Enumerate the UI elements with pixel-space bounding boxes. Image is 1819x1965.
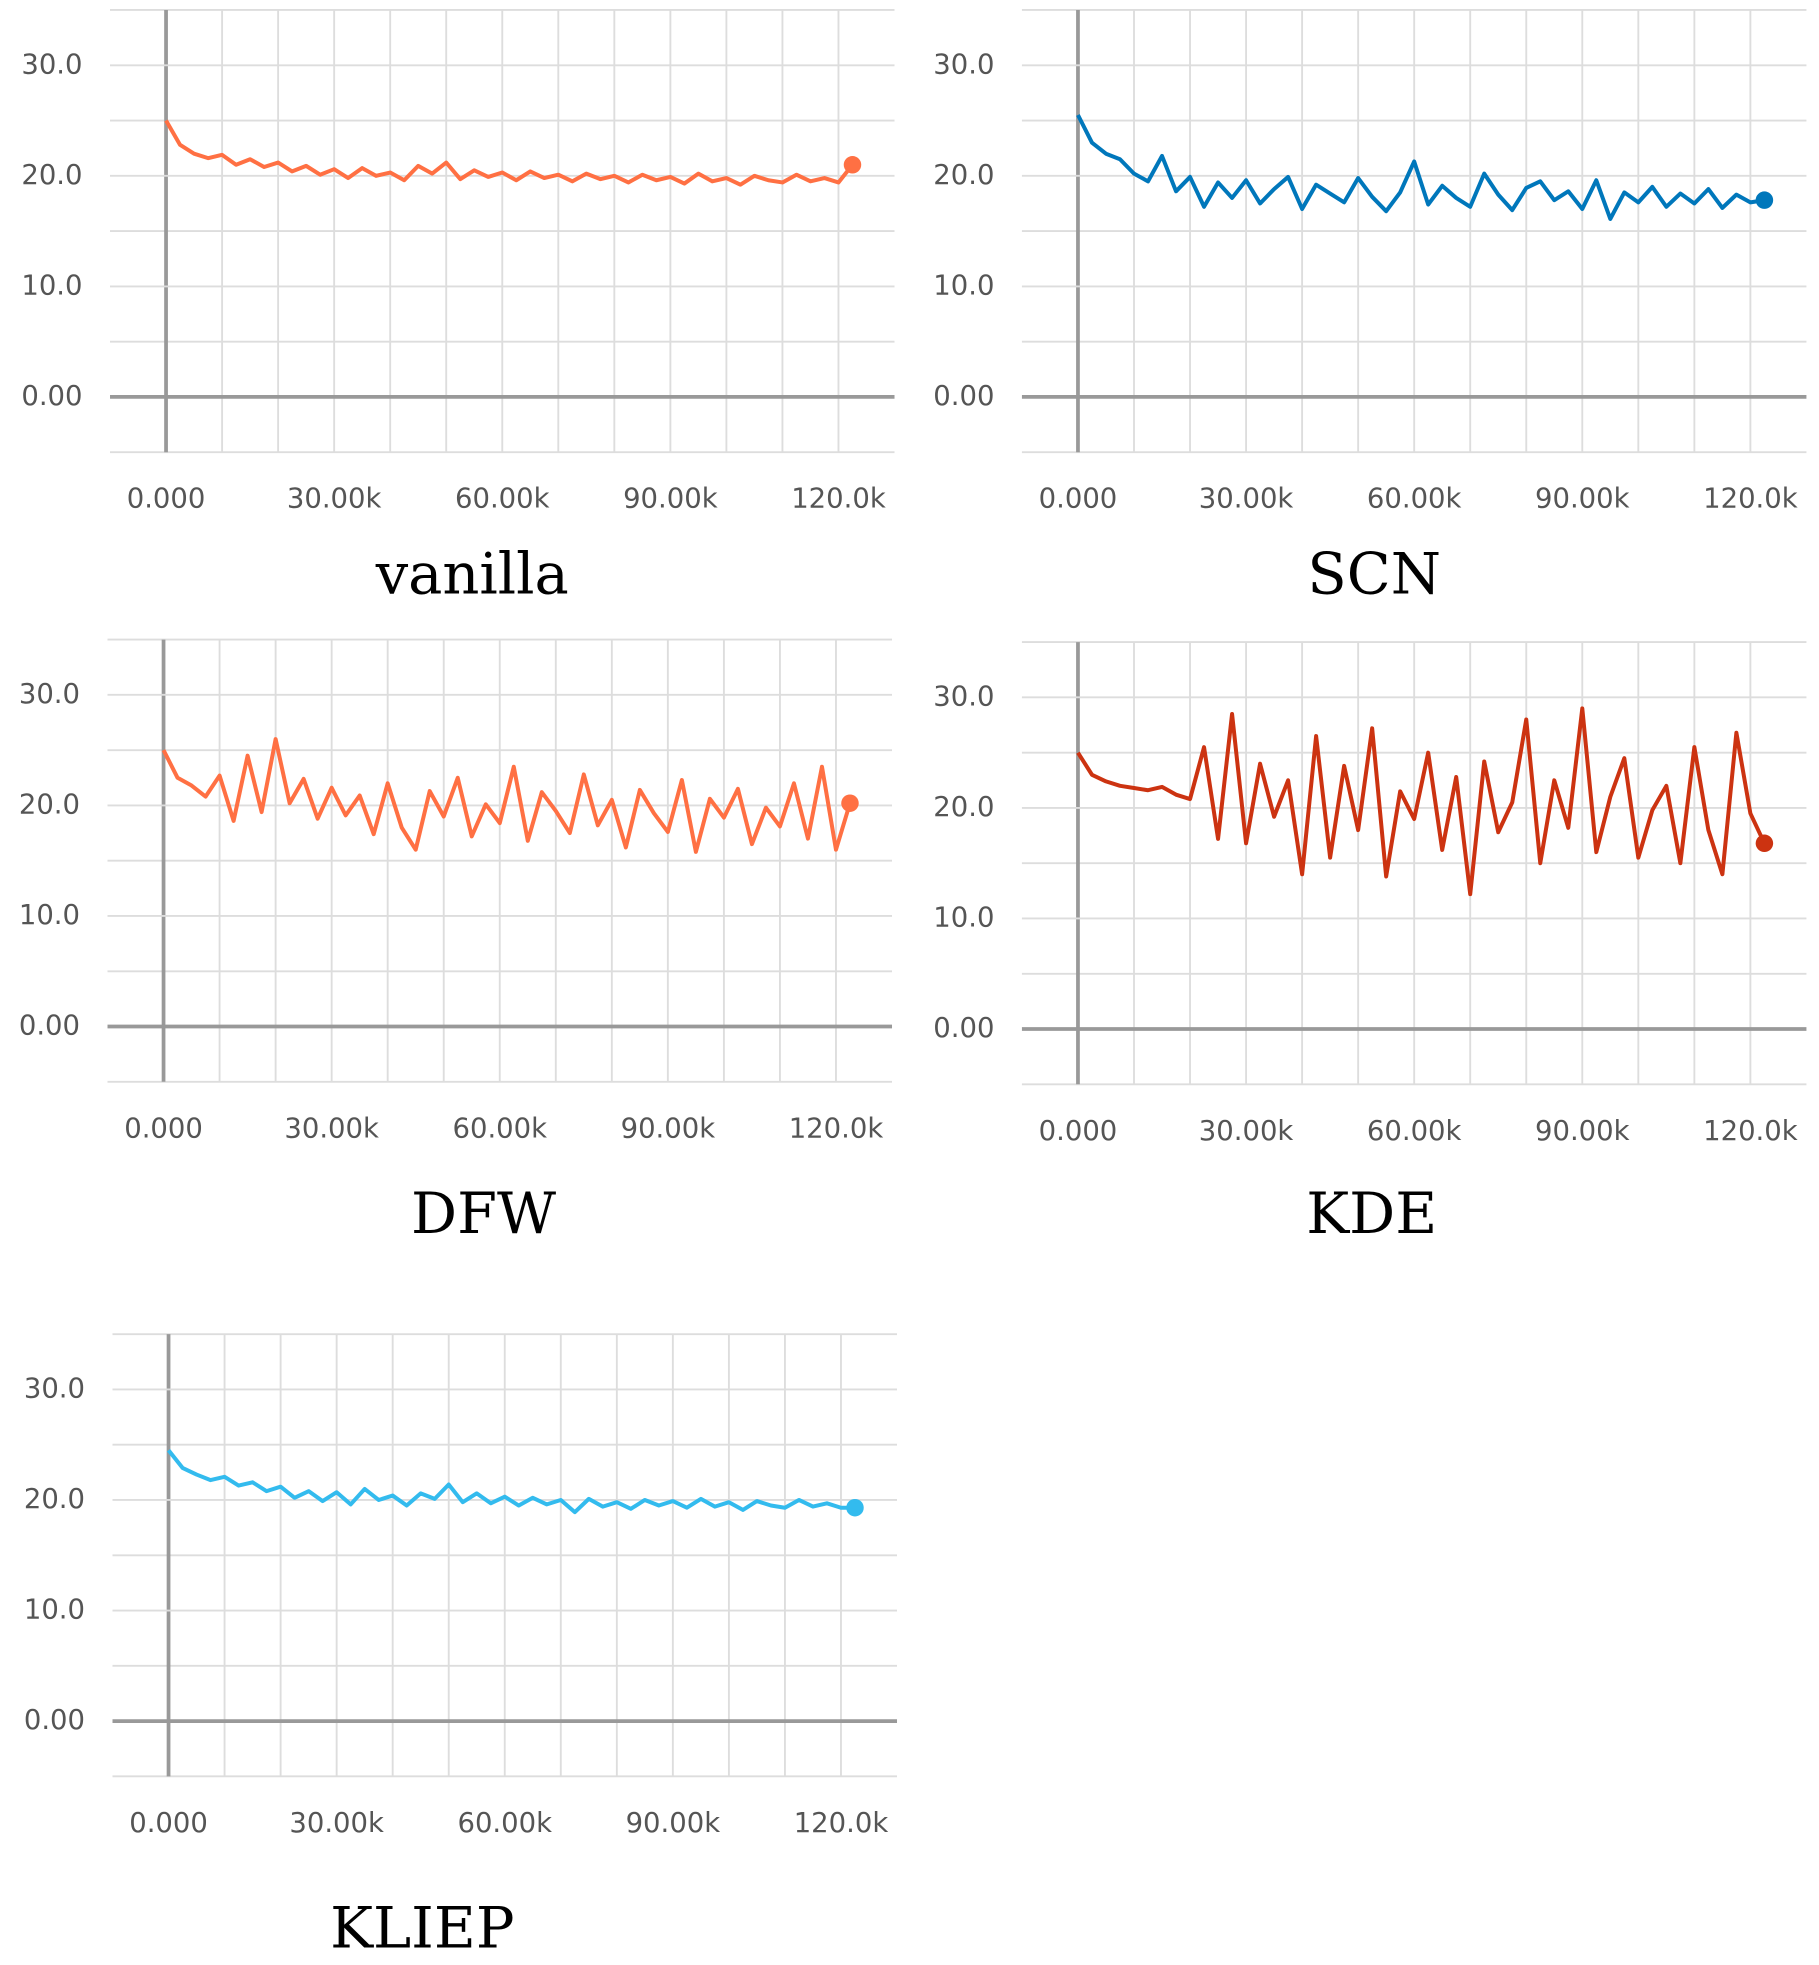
- caption: vanilla: [375, 540, 569, 607]
- x-tick-label: 90.00k: [626, 1807, 721, 1839]
- x-tick-label: 30.00k: [284, 1112, 379, 1144]
- x-tick-label: 60.00k: [1367, 483, 1462, 515]
- x-tick-label: 60.00k: [1367, 1115, 1462, 1147]
- x-tick-label: 120.0k: [1703, 483, 1798, 515]
- chart-panel: 0.000 30.00k 60.00k 90.00k 120.0k 0.00 10.0 20.…: [24, 1333, 898, 1962]
- y-tick-label: 10.0: [24, 1594, 85, 1626]
- line: [1076, 114, 1765, 221]
- chart-panel: 0.000 30.00k 60.00k 90.00k 120.0k 0.00 10.0 20.…: [19, 638, 893, 1247]
- y-tick-label: 0.00: [933, 1012, 994, 1044]
- x-tick-label: 90.00k: [621, 1112, 716, 1144]
- chart-panel: 0.000 30.00k 60.00k 90.00k 120.0k 0.00 10.0 20.…: [21, 9, 895, 607]
- y-tick-label: 10.0: [933, 269, 994, 301]
- caption: KDE: [1306, 1180, 1437, 1247]
- end-marker: [841, 794, 859, 812]
- x-tick-label: 120.0k: [791, 483, 886, 515]
- x-tick-label: 120.0k: [794, 1807, 889, 1839]
- x-tick-label: 60.00k: [457, 1807, 552, 1839]
- x-tick-label: 0.000: [124, 1112, 203, 1144]
- line: [1076, 706, 1767, 897]
- y-tick-label: 0.00: [21, 380, 82, 412]
- caption: KLIEP: [330, 1895, 514, 1962]
- y-tick-label: 20.0: [21, 159, 82, 191]
- x-tick-label: 120.0k: [1703, 1115, 1798, 1147]
- end-marker: [1755, 191, 1774, 209]
- x-tick-label: 60.00k: [452, 1112, 547, 1144]
- x-tick-label: 30.00k: [1199, 1115, 1294, 1147]
- caption: DFW: [411, 1180, 556, 1247]
- y-tick-label: 30.0: [19, 678, 80, 710]
- x-tick-label: 0.000: [1039, 1115, 1118, 1147]
- y-tick-label: 10.0: [21, 269, 82, 301]
- x-tick-label: 0.000: [127, 483, 206, 515]
- y-tick-label: 20.0: [933, 159, 994, 191]
- end-marker: [843, 156, 862, 174]
- y-tick-label: 20.0: [933, 791, 994, 823]
- chart-panel: 0.000 30.00k 60.00k 90.00k 120.0k 0.00 10.0 20.…: [933, 9, 1807, 607]
- line: [161, 737, 852, 854]
- y-tick-label: 30.0: [933, 680, 994, 712]
- x-tick-label: 30.00k: [289, 1807, 384, 1839]
- y-tick-label: 20.0: [19, 788, 80, 820]
- x-tick-label: 90.00k: [1535, 483, 1630, 515]
- y-tick-label: 10.0: [19, 899, 80, 931]
- y-tick-label: 20.0: [24, 1483, 85, 1515]
- x-tick-label: 120.0k: [789, 1112, 884, 1144]
- x-tick-label: 60.00k: [455, 483, 550, 515]
- x-tick-label: 0.000: [1039, 483, 1118, 515]
- caption: SCN: [1307, 540, 1441, 607]
- x-tick-label: 30.00k: [1199, 483, 1294, 515]
- chart-panel: 0.000 30.00k 60.00k 90.00k 120.0k 0.00 10.0 20.…: [933, 641, 1807, 1247]
- y-tick-label: 0.00: [24, 1704, 85, 1736]
- y-tick-label: 0.00: [19, 1010, 80, 1042]
- line: [164, 119, 855, 187]
- x-tick-label: 30.00k: [287, 483, 382, 515]
- x-tick-label: 0.000: [129, 1807, 208, 1839]
- x-tick-label: 90.00k: [623, 483, 718, 515]
- y-tick-label: 30.0: [933, 48, 994, 80]
- y-tick-label: 0.00: [933, 380, 994, 412]
- line: [166, 1448, 855, 1515]
- y-tick-label: 30.0: [21, 48, 82, 80]
- y-tick-label: 30.0: [24, 1372, 85, 1404]
- y-tick-label: 10.0: [933, 901, 994, 933]
- end-marker: [1755, 834, 1774, 853]
- end-marker: [846, 1498, 864, 1517]
- x-tick-label: 90.00k: [1535, 1115, 1630, 1147]
